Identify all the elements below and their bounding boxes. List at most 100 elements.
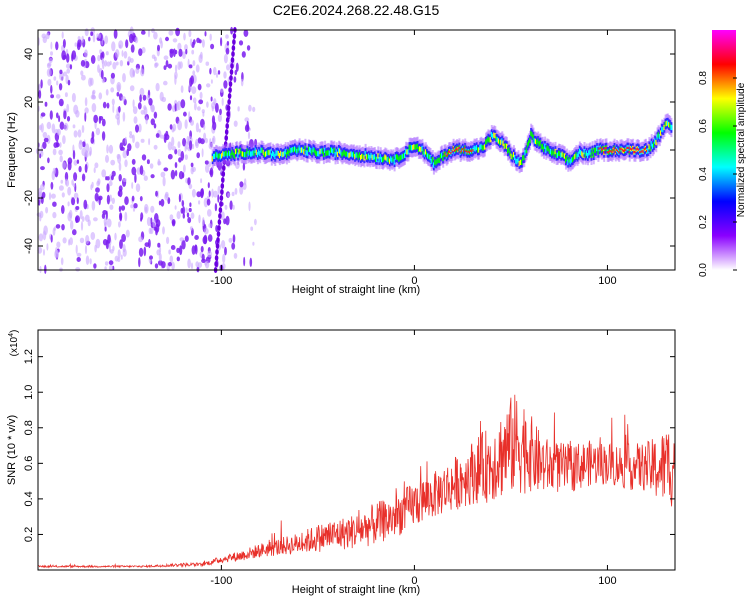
- noise-cell: [44, 101, 48, 107]
- noise-cell: [209, 167, 214, 178]
- noise-cell: [157, 242, 161, 248]
- noise-cell: [61, 50, 67, 61]
- noise-cell: [189, 38, 193, 46]
- ridge-core: [372, 154, 375, 160]
- noise-cell: [184, 145, 187, 152]
- noise-cell: [62, 237, 67, 244]
- ridge-peak: [602, 147, 604, 150]
- noise-cell: [198, 128, 201, 133]
- snr-y-tick-label: 1.0: [23, 385, 35, 400]
- ridge-core: [551, 150, 554, 156]
- noise-cell: [138, 48, 143, 56]
- noise-cell: [224, 204, 228, 210]
- ridge-core: [531, 132, 534, 138]
- noise-cell: [160, 171, 166, 178]
- noise-cell: [252, 106, 256, 113]
- noise-cell: [154, 263, 159, 269]
- ridge-core: [570, 157, 573, 163]
- ridge-core: [428, 153, 431, 160]
- noise-cell: [157, 44, 160, 52]
- noise-cell: [146, 216, 151, 227]
- spectrogram-y-tick-label: 40: [23, 48, 35, 60]
- noise-cell: [53, 76, 57, 81]
- noise-cell: [165, 36, 169, 42]
- ridge-core: [474, 146, 477, 152]
- noise-cell: [74, 42, 78, 47]
- noise-cell: [217, 194, 220, 203]
- noise-cell: [176, 247, 181, 254]
- ridge-core: [379, 154, 382, 160]
- ridge-core: [222, 151, 225, 157]
- noise-cell: [172, 38, 178, 43]
- noise-cell: [159, 134, 165, 139]
- ridge-core: [665, 120, 668, 127]
- ridge-peak: [468, 151, 471, 154]
- noise-cell: [192, 39, 196, 45]
- ridge-core: [481, 145, 484, 151]
- ridge-peak: [454, 148, 457, 152]
- ridge-core: [415, 144, 418, 150]
- ridge-core: [561, 151, 564, 157]
- noise-cell: [129, 131, 133, 136]
- noise-cell: [61, 161, 66, 169]
- snr-y-tick-label: 1.2: [23, 349, 35, 364]
- ridge-peak: [444, 152, 447, 155]
- ridge-core: [410, 145, 413, 151]
- ridge-core: [436, 158, 439, 164]
- noise-cell: [122, 111, 126, 122]
- noise-cell: [104, 266, 107, 271]
- noise-cell: [176, 211, 181, 220]
- noise-cell: [71, 197, 76, 206]
- artifact-cell: [232, 33, 237, 39]
- ridge-core: [241, 151, 244, 157]
- ridge-core: [661, 126, 664, 132]
- ridge-core: [313, 148, 316, 154]
- ridge-core: [527, 140, 530, 146]
- ridge-core: [226, 152, 229, 158]
- noise-cell: [85, 255, 90, 265]
- noise-cell: [125, 229, 130, 238]
- noise-cell: [153, 111, 158, 119]
- ridge-core: [386, 157, 389, 163]
- noise-cell: [162, 176, 166, 187]
- noise-cell: [207, 234, 213, 242]
- ridge-core: [318, 151, 321, 157]
- ridge-core: [507, 148, 510, 154]
- noise-cell: [48, 57, 53, 64]
- ridge-core: [344, 151, 347, 157]
- ridge-core: [306, 150, 309, 156]
- ridge-core: [552, 149, 555, 155]
- noise-cell: [184, 154, 188, 161]
- ridge-core: [399, 155, 402, 161]
- artifact-cell: [228, 87, 232, 93]
- noise-cell: [143, 106, 148, 116]
- noise-cell: [238, 40, 244, 46]
- ridge-peak: [617, 149, 620, 153]
- ridge-core: [482, 145, 485, 151]
- ridge-core: [502, 140, 505, 146]
- ridge-peak: [640, 150, 643, 154]
- noise-cell: [149, 163, 154, 169]
- noise-cell: [91, 103, 97, 113]
- noise-cell: [92, 89, 96, 95]
- artifact-cell: [231, 45, 236, 51]
- ridge-core: [322, 151, 325, 158]
- ridge-core: [307, 146, 310, 152]
- noise-cell: [208, 142, 214, 150]
- noise-cell: [225, 47, 230, 55]
- snr-axes: -100 0 100 0.2 0.4 0.6 0.8 1.0 1.2: [23, 330, 675, 587]
- noise-cell: [138, 247, 144, 257]
- noise-cell: [85, 234, 90, 245]
- ridge-core: [554, 148, 557, 155]
- noise-cell: [43, 137, 49, 143]
- ridge-peak: [459, 151, 462, 154]
- ridge-core: [321, 148, 324, 154]
- noise-cell: [59, 155, 63, 163]
- ridge-core: [229, 151, 232, 157]
- noise-cell: [111, 197, 116, 204]
- noise-cell: [56, 128, 61, 136]
- ridge-core: [519, 159, 522, 165]
- ridge-peak: [626, 146, 629, 150]
- snr-series-line: [38, 394, 676, 569]
- ridge-core: [585, 150, 588, 156]
